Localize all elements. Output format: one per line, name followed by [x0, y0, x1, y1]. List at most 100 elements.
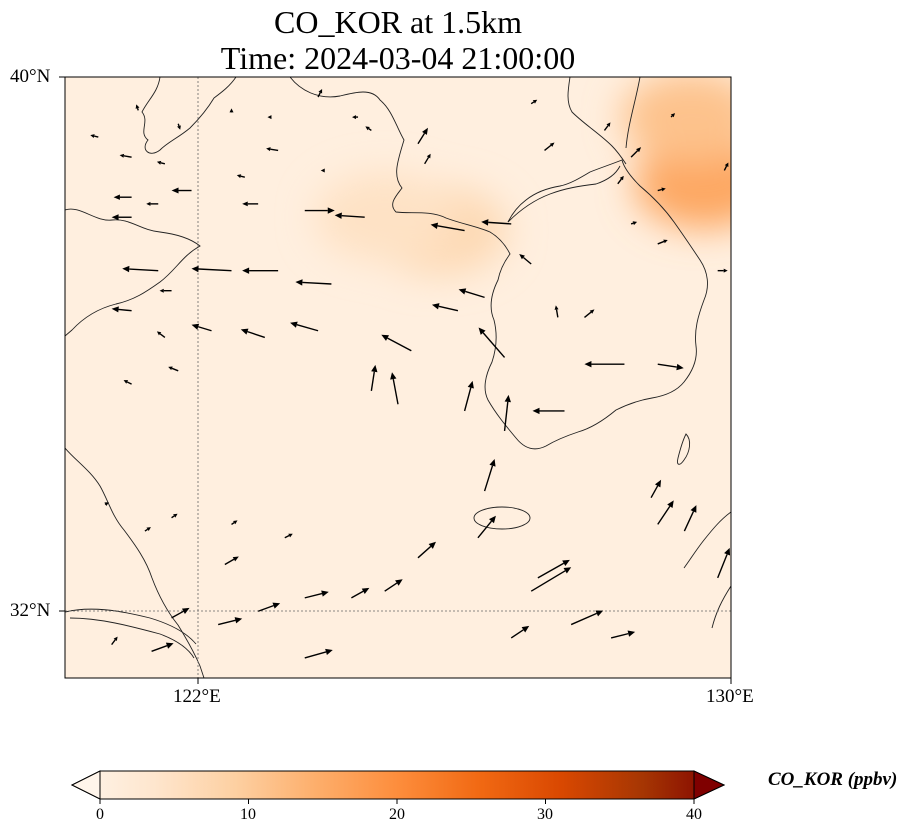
- wind-vector-head: [165, 642, 174, 649]
- wind-vector-shaft: [341, 215, 365, 218]
- wind-vector-shaft: [503, 401, 509, 431]
- wind-vector-head: [489, 459, 496, 467]
- wind-vector-shaft: [463, 387, 472, 412]
- wind-vector-61: [266, 147, 279, 152]
- field-hotspot-2: [621, 77, 731, 163]
- wind-vector-1: [191, 265, 232, 273]
- wind-vector-38: [284, 533, 293, 539]
- wind-vector-59: [242, 201, 259, 207]
- wind-vector-shaft: [270, 148, 279, 152]
- wind-vector-77: [717, 268, 728, 273]
- wind-vector-shaft: [370, 371, 375, 391]
- wind-vector-71: [320, 168, 325, 173]
- wind-vector-19: [584, 360, 625, 368]
- wind-vector-22: [503, 394, 511, 431]
- wind-vector-head: [395, 579, 403, 586]
- wind-vector-shaft: [304, 651, 327, 659]
- wind-vector-head: [267, 115, 272, 120]
- wind-vector-6: [290, 321, 319, 332]
- wind-vector-shaft: [171, 610, 184, 619]
- wind-vector-31: [171, 607, 190, 619]
- wind-vector-83: [317, 89, 323, 98]
- wind-vector-84: [530, 99, 538, 105]
- wind-vector-head: [177, 125, 181, 130]
- wind-vector-head: [676, 363, 684, 371]
- wind-vector-head: [467, 380, 474, 389]
- wind-vector-56: [113, 194, 132, 200]
- wind-vector-shaft: [683, 511, 695, 532]
- wind-vector-shaft: [437, 225, 465, 232]
- wind-vector-head: [156, 160, 162, 165]
- wind-vector-50: [123, 380, 132, 385]
- wind-vector-head: [670, 113, 676, 118]
- wind-vector-48: [111, 636, 118, 646]
- wind-vector-head: [422, 127, 428, 135]
- wind-vector-62: [119, 153, 132, 158]
- wind-vector-head: [481, 219, 489, 226]
- wind-vector-head: [104, 502, 109, 506]
- colorbar-tick-label-30: 30: [537, 806, 553, 823]
- wind-vector-shaft: [530, 570, 566, 592]
- wind-vector-head: [619, 175, 624, 181]
- field-hotspot-3: [314, 172, 455, 263]
- coastlines: [65, 77, 731, 678]
- wind-vector-36: [171, 513, 178, 519]
- wind-vector-head: [595, 610, 604, 617]
- wind-vector-81: [177, 123, 181, 130]
- wind-vector-head: [504, 394, 511, 403]
- wind-vector-head: [146, 527, 151, 531]
- wind-vector-shaft: [657, 240, 665, 245]
- wind-vector-30: [218, 617, 243, 626]
- wind-vector-52: [168, 366, 179, 372]
- wind-vector-shaft: [477, 520, 493, 539]
- wind-vector-51: [156, 331, 166, 338]
- wind-vector-4: [191, 323, 212, 332]
- wind-vector-69: [424, 153, 431, 165]
- wind-vector-head: [584, 360, 592, 368]
- wind-vector-shaft: [224, 558, 235, 566]
- wind-vector-75: [657, 239, 668, 245]
- wind-vector-54: [159, 288, 172, 293]
- wind-vector-head: [242, 201, 248, 207]
- wind-vector-head: [159, 288, 164, 293]
- wind-vector-shaft: [94, 135, 99, 138]
- tsushima-island: [677, 433, 691, 465]
- wind-vector-shaft: [218, 619, 236, 626]
- wind-vector-16: [431, 303, 459, 312]
- axis-ticks: [59, 76, 732, 684]
- wind-vector-head: [90, 134, 95, 139]
- wind-vector-head: [532, 99, 538, 104]
- wind-vector-35: [144, 527, 151, 532]
- wind-vector-head: [327, 207, 335, 214]
- wind-vector-7: [381, 334, 412, 352]
- wind-vector-shaft: [198, 326, 212, 332]
- map-frame: [64, 76, 732, 679]
- wind-vector-shaft: [171, 515, 175, 519]
- wind-vector-42: [510, 625, 530, 639]
- wind-vector-head: [290, 321, 298, 328]
- wind-vector-0: [122, 265, 159, 273]
- wind-vector-head: [111, 306, 119, 313]
- concentration-field: [65, 77, 731, 678]
- wind-vector-shaft: [417, 133, 426, 145]
- wind-vector-head: [240, 328, 249, 335]
- colorbar-label: CO_KOR (ppbv): [768, 769, 898, 790]
- wind-vector-5: [240, 328, 266, 339]
- map-title-line2: Time: 2024-03-04 21:00:00: [220, 40, 576, 76]
- korea-ne-coast: [567, 77, 641, 165]
- wind-vector-head: [554, 305, 559, 310]
- wind-vector-shaft: [240, 175, 245, 178]
- wind-vector-46: [717, 547, 731, 579]
- wind-vector-64: [156, 160, 166, 165]
- wind-vector-shaft: [351, 590, 364, 599]
- wind-vector-79: [617, 175, 624, 185]
- wind-vector-shaft: [570, 612, 598, 626]
- colorbar-tick-label-40: 40: [686, 806, 702, 823]
- wind-vector-21: [532, 407, 565, 415]
- wind-vector-head: [478, 327, 486, 335]
- wind-vector-shaft: [537, 562, 565, 579]
- wind-vector-shaft: [151, 645, 168, 652]
- wind-vector-shaft: [317, 92, 321, 98]
- colorbar: [70, 770, 726, 804]
